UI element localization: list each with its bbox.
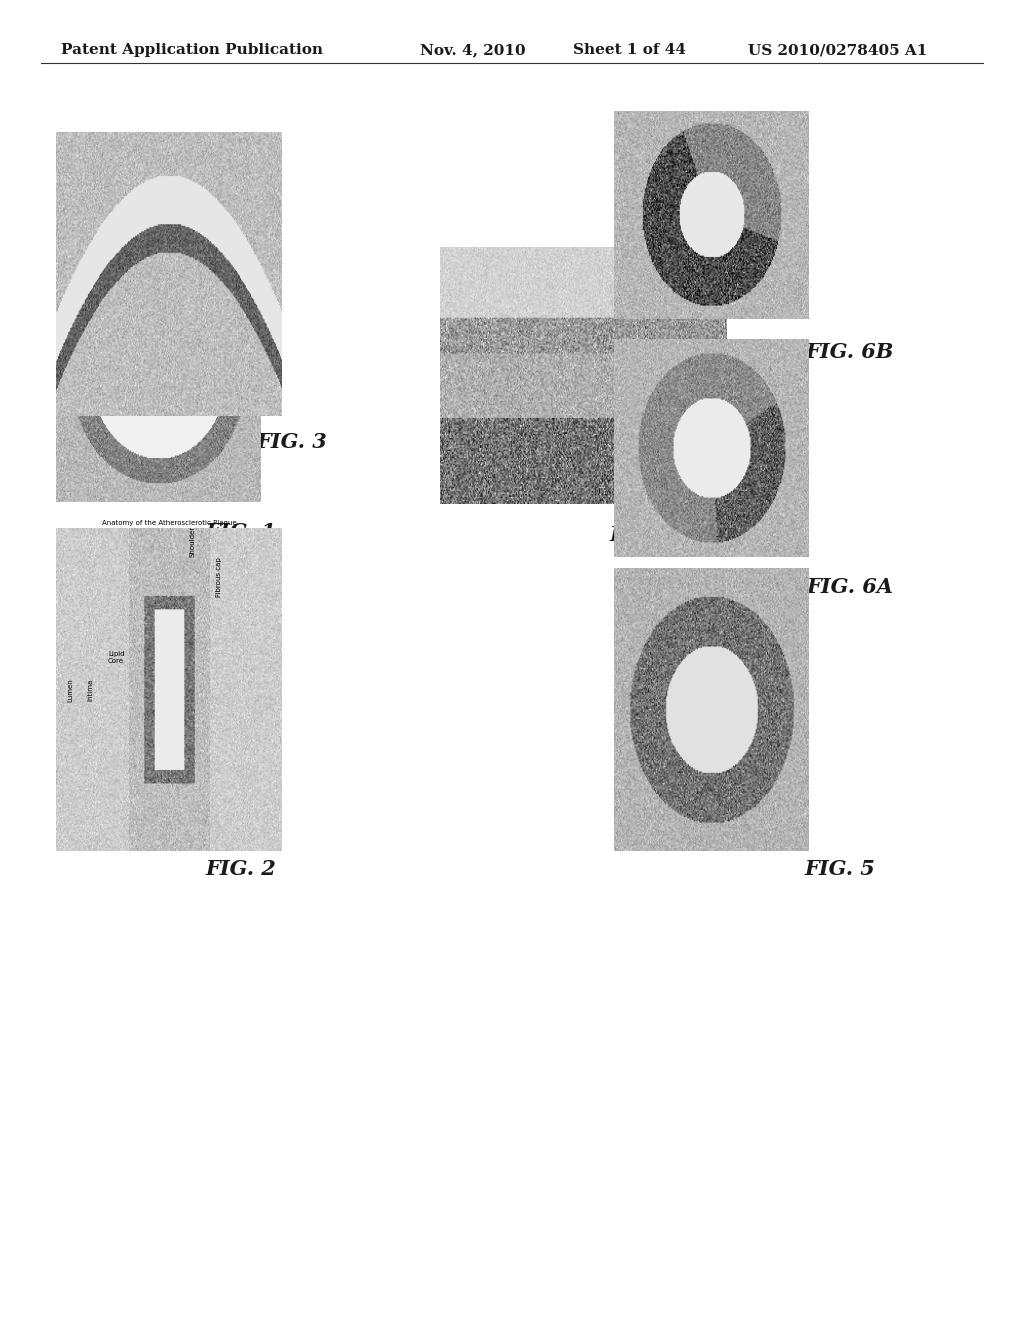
Text: US 2010/0278405 A1: US 2010/0278405 A1	[748, 44, 927, 57]
Text: FIG. 6A: FIG. 6A	[807, 577, 893, 598]
Text: Shoulder: Shoulder	[190, 525, 196, 557]
Text: FIG. 5: FIG. 5	[804, 858, 876, 879]
Text: Intima: Intima	[87, 680, 93, 701]
Text: Nov. 4, 2010: Nov. 4, 2010	[420, 44, 525, 57]
Text: FIG. 4: FIG. 4	[609, 524, 681, 545]
Text: Fibrous cap: Fibrous cap	[215, 557, 221, 597]
Title: Anatomy of the Atherosclerotic Plaque: Anatomy of the Atherosclerotic Plaque	[101, 520, 237, 527]
Text: FIG. 1: FIG. 1	[205, 521, 276, 543]
Text: FIG. 3: FIG. 3	[256, 432, 328, 453]
Text: FIG. 6B: FIG. 6B	[806, 342, 894, 363]
Text: FIG. 2: FIG. 2	[205, 858, 276, 879]
Text: Lumen: Lumen	[68, 678, 73, 702]
Text: Lipid
Core: Lipid Core	[109, 652, 125, 664]
Text: Patent Application Publication: Patent Application Publication	[61, 44, 324, 57]
Text: Sheet 1 of 44: Sheet 1 of 44	[573, 44, 686, 57]
